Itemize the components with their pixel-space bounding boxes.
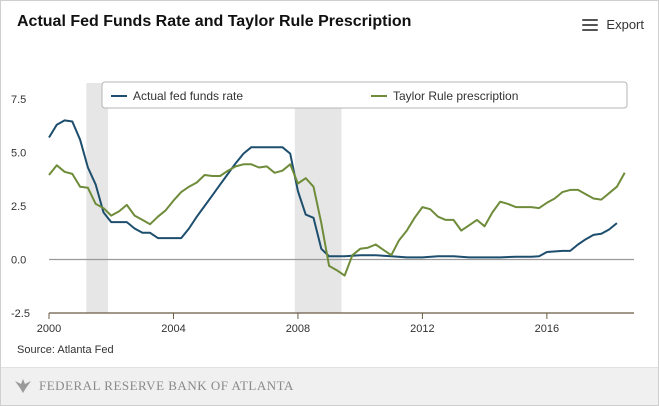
x-tick-label: 2000 (37, 323, 61, 335)
bank-name: Federal Reserve Bank of Atlanta (39, 378, 294, 393)
menu-icon (582, 18, 599, 31)
legend-label-0[interactable]: Actual fed funds rate (133, 89, 243, 103)
legend[interactable]: Actual fed funds rate Taylor Rule prescri… (101, 81, 628, 109)
line-chart: -2.5 0.0 2.5 5.0 7.5 2000 2004 2008 2012 2016 Act… (11, 81, 634, 335)
export-button[interactable]: Export (582, 17, 644, 32)
x-tick-label: 2008 (286, 323, 310, 335)
recession-band-0 (86, 83, 109, 313)
legend-box (101, 81, 628, 109)
series-lines (48, 119, 626, 277)
series-line-1[interactable] (48, 163, 626, 277)
y-tick-label: 7.5 (11, 94, 26, 106)
source-note: Source: Atlanta Fed (17, 344, 114, 356)
x-tick-label: 2004 (161, 323, 185, 335)
series-line-0[interactable] (48, 119, 618, 259)
eagle-icon (15, 379, 31, 393)
y-tick-label: 5.0 (11, 148, 26, 160)
bank-logo[interactable]: Federal Reserve Bank of Atlanta (13, 377, 294, 395)
axes: -2.5 0.0 2.5 5.0 7.5 2000 2004 2008 2012 2016 (11, 94, 634, 335)
x-tick-label: 2012 (410, 323, 434, 335)
chart-title: Actual Fed Funds Rate and Taylor Rule Pr… (17, 13, 412, 30)
footer-bar: Federal Reserve Bank of Atlanta (1, 367, 658, 405)
y-tick-label: 0.0 (11, 255, 26, 267)
x-tick-label: 2016 (535, 323, 559, 335)
y-tick-label: 2.5 (11, 201, 26, 213)
y-tick-label: -2.5 (11, 308, 30, 320)
recession-band-1 (294, 83, 342, 313)
export-label: Export (606, 17, 644, 32)
legend-label-1[interactable]: Taylor Rule prescription (393, 89, 518, 103)
recession-bands (86, 83, 342, 313)
